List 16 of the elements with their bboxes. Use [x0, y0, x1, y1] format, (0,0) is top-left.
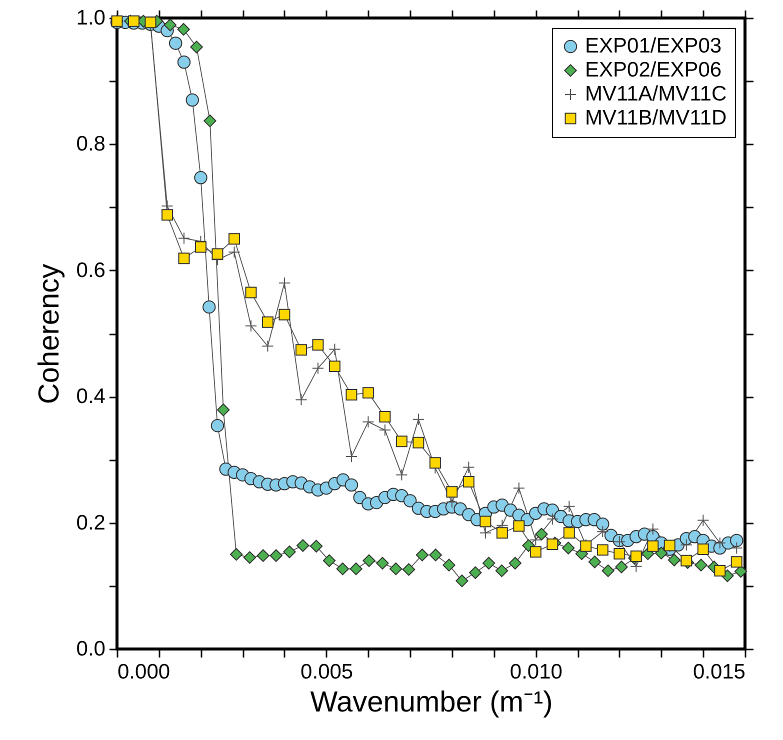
y-tick-label: 1.0	[76, 6, 106, 30]
y-tick-label: 0.2	[76, 511, 106, 534]
x-tick-label: 0.010	[510, 660, 562, 684]
y-tick-label: 0.4	[76, 385, 106, 408]
y-tick-label: 0.6	[76, 258, 106, 282]
x-tick-label: 0.015	[692, 660, 746, 684]
legend-label: EXP01/EXP03	[585, 34, 722, 58]
legend-label: MV11B/MV11D	[585, 106, 727, 130]
legend-label: MV11A/MV11C	[585, 82, 727, 106]
x-tick-label: 0.005	[300, 660, 354, 684]
x-tick-label: 0.000	[118, 660, 170, 684]
y-tick-label: 0.0	[76, 638, 106, 660]
y-tick-label: 0.8	[76, 132, 106, 156]
x-axis-title: Wavenumber (m⁻¹)	[310, 686, 553, 718]
legend-label: EXP02/EXP06	[585, 58, 722, 82]
y-axis-title: Coherency	[33, 263, 66, 404]
